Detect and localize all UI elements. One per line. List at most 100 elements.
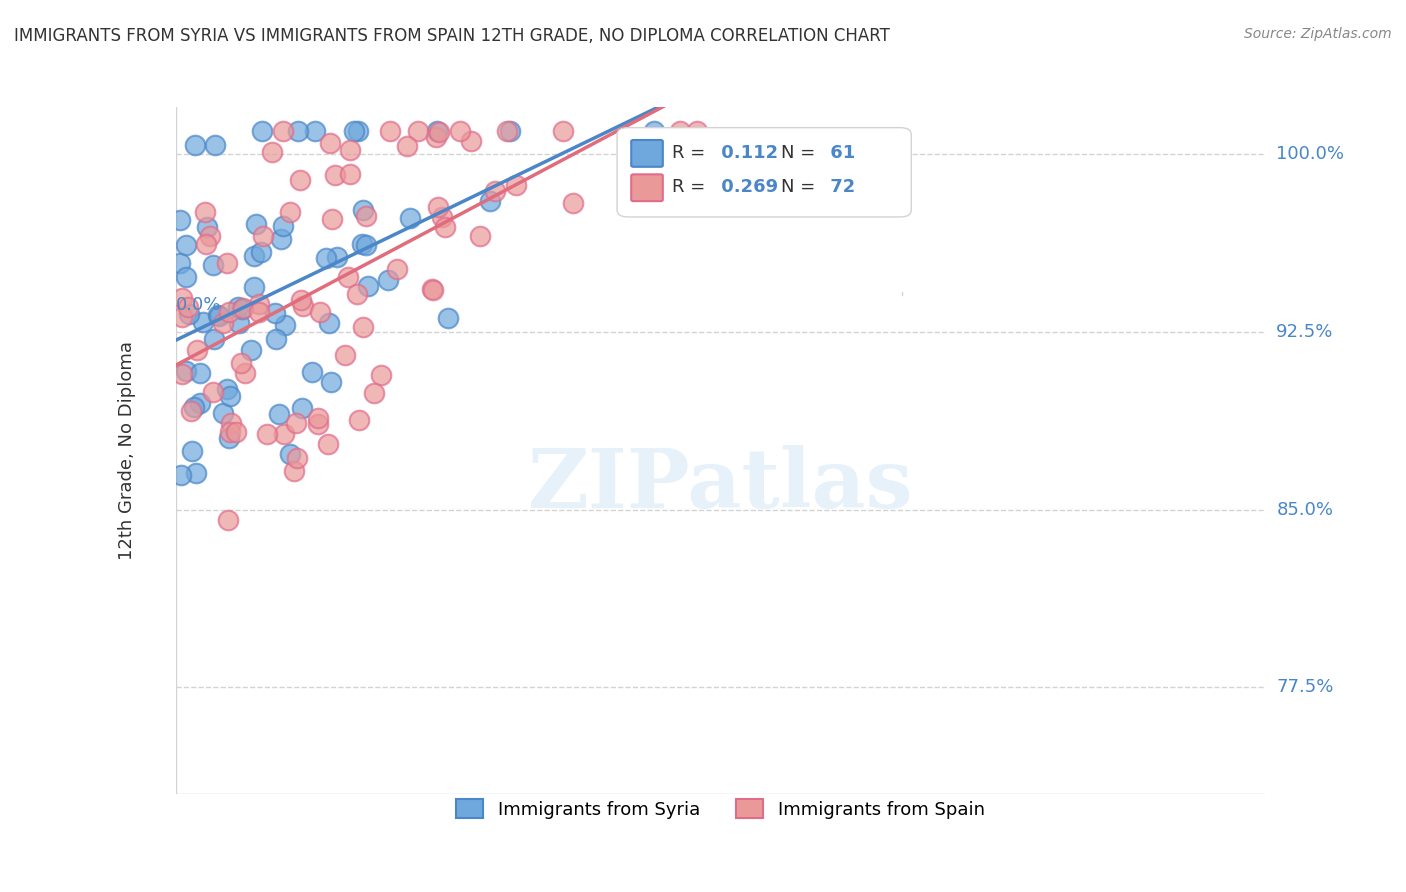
Point — [232, 301, 254, 316]
Point — [470, 229, 492, 244]
Point — [219, 416, 242, 430]
Point — [357, 279, 380, 293]
Point — [218, 431, 240, 445]
Point — [169, 255, 191, 269]
Point — [194, 204, 217, 219]
Point — [308, 305, 330, 319]
Text: N =: N = — [780, 178, 821, 196]
Point — [399, 211, 422, 225]
Point — [408, 124, 430, 138]
Point — [319, 136, 342, 151]
Point — [343, 124, 366, 138]
Point — [283, 464, 305, 478]
Point — [427, 125, 450, 139]
Point — [245, 217, 267, 231]
Point — [505, 178, 527, 192]
Point — [188, 366, 211, 380]
Point — [250, 124, 273, 138]
Point — [430, 210, 453, 224]
Point — [198, 229, 221, 244]
Point — [339, 168, 361, 182]
Point — [264, 332, 287, 346]
FancyBboxPatch shape — [617, 128, 911, 217]
Point — [352, 319, 374, 334]
Point — [174, 363, 197, 377]
Point — [212, 316, 235, 330]
Point — [271, 124, 294, 138]
Point — [315, 252, 337, 266]
Point — [643, 124, 665, 138]
Point — [170, 468, 193, 483]
Point — [669, 124, 692, 138]
Point — [307, 411, 329, 425]
Point — [184, 137, 207, 152]
Point — [336, 270, 359, 285]
Point — [202, 333, 225, 347]
Point — [325, 250, 347, 264]
FancyBboxPatch shape — [631, 140, 662, 167]
Text: 61: 61 — [824, 145, 855, 162]
Point — [188, 396, 211, 410]
Point — [301, 365, 323, 379]
Point — [499, 124, 522, 138]
Point — [484, 184, 506, 198]
Point — [352, 202, 374, 217]
Point — [270, 232, 292, 246]
Point — [425, 129, 447, 144]
Point — [352, 236, 374, 251]
Point — [290, 293, 312, 308]
Point — [204, 137, 226, 152]
Point — [228, 317, 250, 331]
Point — [207, 308, 229, 322]
Point — [449, 124, 471, 138]
Point — [264, 306, 287, 320]
Point — [354, 209, 377, 223]
Point — [562, 195, 585, 210]
Point — [195, 237, 218, 252]
Point — [219, 389, 242, 403]
Point — [215, 382, 238, 396]
Point — [479, 194, 502, 208]
Point — [427, 200, 450, 214]
Point — [256, 427, 278, 442]
Point — [262, 145, 284, 160]
Point — [496, 124, 519, 138]
Point — [247, 297, 270, 311]
Point — [172, 367, 194, 381]
Text: R =: R = — [672, 145, 710, 162]
Point — [460, 134, 482, 148]
Point — [307, 417, 329, 432]
Point — [235, 366, 257, 380]
Text: 92.5%: 92.5% — [1277, 323, 1334, 341]
Point — [183, 401, 205, 415]
Point — [290, 172, 312, 186]
Point — [437, 311, 460, 326]
Point — [172, 291, 194, 305]
Point — [225, 425, 247, 439]
Text: 0.0%: 0.0% — [176, 296, 221, 314]
Text: 85.0%: 85.0% — [1277, 500, 1333, 518]
Text: 0.269: 0.269 — [716, 178, 779, 196]
Point — [291, 401, 314, 415]
Point — [292, 299, 315, 313]
Point — [218, 305, 240, 319]
Point — [686, 124, 709, 138]
Text: 0.112: 0.112 — [716, 145, 779, 162]
Point — [285, 450, 308, 465]
FancyBboxPatch shape — [631, 174, 662, 201]
Point — [356, 238, 378, 252]
Point — [174, 238, 197, 252]
Text: 72: 72 — [824, 178, 855, 196]
Point — [287, 124, 309, 138]
Point — [420, 282, 443, 296]
Point — [385, 262, 408, 277]
Point — [347, 124, 370, 138]
Point — [195, 220, 218, 235]
Point — [304, 124, 326, 138]
Text: 100.0%: 100.0% — [1277, 145, 1344, 163]
Point — [239, 343, 262, 357]
Point — [422, 283, 444, 297]
Text: 12th Grade, No Diploma: 12th Grade, No Diploma — [118, 341, 136, 560]
Point — [180, 403, 202, 417]
Point — [318, 316, 340, 330]
